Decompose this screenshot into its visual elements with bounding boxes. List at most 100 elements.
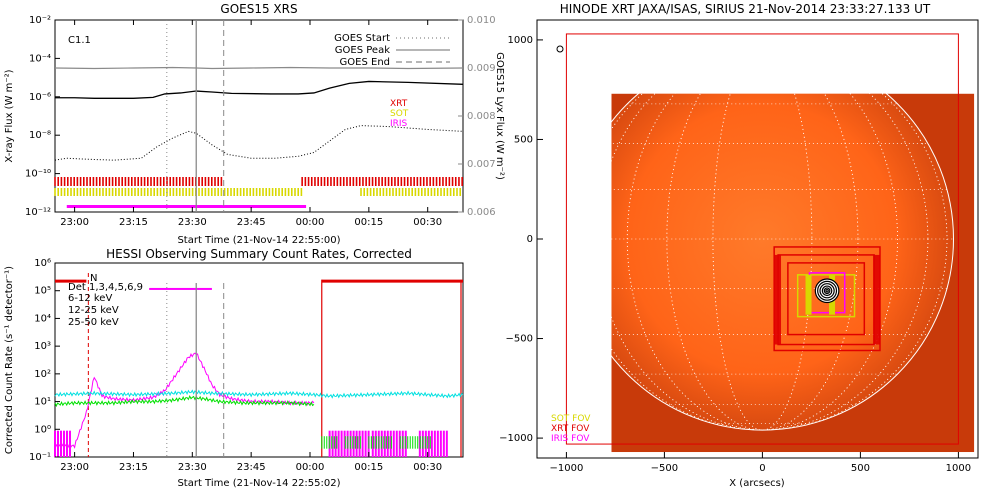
hessi-x-tick-label: 23:30 [178,462,207,473]
legend-label-sot: SOT [390,109,409,119]
goes-coverage-bars [54,177,463,208]
hessi-y-tick-label: 10⁻¹ [29,452,51,463]
goes-y2-tick-label: 0.009 [467,63,496,74]
goes-x-tick-label: 23:15 [119,217,148,228]
hessi-plot-frame [54,262,464,458]
fov-xrt-stack [873,254,880,345]
hessi-x-tick-label: 23:45 [237,462,266,473]
fov-xrt-stack [774,254,782,345]
xrt-fov-legend: SOT FOV XRT FOV IRIS FOV [551,414,591,444]
legend-label-goes-end: GOES End [340,57,390,68]
grid-longitude-line [596,47,929,431]
xrt-x-tick-label: −1000 [549,463,583,474]
legend-label-goes-start: GOES Start [334,33,390,44]
xrt-x-tick-label: 500 [851,463,870,474]
goes-x-tick-label: 00:30 [413,217,442,228]
legend-label-iris: IRIS [390,119,408,129]
flare-contour-ring [814,278,840,304]
goes-x-tick-label: 00:15 [354,217,383,228]
xrt-title: HINODE XRT JAXA/ISAS, SIRIUS 21-Nov-2014… [560,2,931,16]
sun-center-marker [556,45,564,53]
goes-y-tick-label: 10⁻² [29,15,51,26]
xrt-x-tick-label: −500 [651,463,678,474]
goes-event-markers [166,20,225,212]
grid-longitude-line [626,47,898,431]
fov-box-red [787,262,866,336]
goes-y2-ticks: 0.010 0.009 0.008 0.007 0.006 [458,15,496,218]
solar-limb [570,47,955,431]
goes-y2-tick-label: 0.006 [467,207,496,218]
xrt-y-ticks: 1000 500 0 −500 −1000 [499,35,543,444]
xrt-x-tick-label: 1000 [946,463,971,474]
flare-contour-ring [825,288,829,293]
goes-y2-tick-label: 0.008 [467,111,496,122]
xrt-y-tick-label: 0 [527,234,533,245]
flare-contour-ring [821,285,833,297]
goes-flare-class: C1.1 [68,35,91,46]
legend-label-xrt-fov: XRT FOV [551,424,590,434]
hessi-y-tick-label: 10⁴ [34,313,51,324]
hessi-x-tick-label: 00:00 [296,462,325,473]
hessi-saa-block [55,279,87,283]
goes-x-tick-label: 00:00 [296,217,325,228]
xrt-panel: HINODE XRT JAXA/ISAS, SIRIUS 21-Nov-2014… [499,2,979,489]
goes-y2label: GOES15 Lyx Flux (W m⁻²) [494,52,505,180]
goes-legend: GOES Start GOES Peak GOES End [334,33,450,68]
legend-label-sot-fov: SOT FOV [551,414,591,424]
hessi-night-flag: N [90,273,97,284]
goes-y2-tick-label: 0.010 [467,15,496,26]
xrt-y-tick-label: −1000 [499,433,533,444]
hessi-y-tick-label: 10⁶ [34,258,51,269]
goes-0.5-4A-line [54,125,464,161]
grid-longitude-line [712,47,813,431]
legend-label-25-50kev: 25-50 keV [68,317,119,328]
xrt-y-tick-label: 1000 [508,35,533,46]
flare-contour-ring [817,280,838,301]
goes-xlabel: Start Time (21-Nov-14 22:55:00) [177,235,340,246]
hessi-legend: Det 1,3,4,5,6,9 6-12 keV 12-25 keV 25-50… [68,282,143,328]
goes-x-tick-label: 23:45 [237,217,266,228]
goes-panel: GOES15 XRS 23:00 23:15 23:30 23:45 00:00 00:1… [4,2,505,246]
flare-contour-ring [819,283,835,299]
goes-y-tick-label: 10⁻¹⁰ [25,169,51,180]
goes-y-ticks: 10⁻² 10⁻⁴ 10⁻⁶ 10⁻⁸ 10⁻¹⁰ 10⁻¹² [25,15,60,218]
hessi-x-tick-label: 00:30 [413,462,442,473]
xrt-y-tick-label: 500 [514,134,533,145]
legend-label-6-12kev: 6-12 keV [68,293,112,304]
hessi-panel: HESSI Observing Summary Count Rates, Cor… [4,247,464,489]
goes-y-tick-label: 10⁻⁴ [29,53,51,64]
hessi-y-ticks: 10⁶ 10⁵ 10⁴ 10³ 10² 10¹ 10⁰ 10⁻¹ [29,258,60,463]
hessi-flag-bar [149,287,212,290]
xrt-y-tick-label: −500 [506,334,533,345]
hessi-event-markers [166,283,225,457]
legend-label-12-25kev: 12-25 keV [68,305,119,316]
hessi-xlabel: Start Time (21-Nov-14 22:55:02) [177,478,340,489]
coverage-bar-iris [66,205,307,208]
hessi-saa-blocks [54,273,463,457]
heliographic-grid [571,47,954,431]
legend-label-iris-fov: IRIS FOV [551,434,590,444]
flare-contour-ring [823,287,831,295]
hessi-y-tick-label: 10⁵ [34,286,51,297]
hessi-x-tick-label: 23:00 [60,462,89,473]
instrument-legend: XRT SOT IRIS [390,99,409,129]
hessi-detectors-label: Det 1,3,4,5,6,9 [68,282,143,293]
xrt-x-ticks: −1000 −500 0 500 1000 [549,452,971,474]
goes-x-tick-label: 23:30 [178,217,207,228]
hessi-saa-block [321,279,463,283]
fov-box-yellow [796,274,856,318]
goes-series [54,66,464,161]
xrt-xlabel: X (arcsecs) [729,478,785,489]
grid-longitude-line [577,47,948,431]
goes-y-tick-label: 10⁻⁸ [29,130,51,141]
hessi-y-tick-label: 10¹ [34,397,51,408]
legend-label-goes-peak: GOES Peak [335,45,390,56]
xrt-full-fov-box [565,33,959,445]
hessi-y-tick-label: 10² [34,369,51,380]
goes-y2-tick-label: 0.007 [467,159,496,170]
hessi-series-25-50-kev [54,389,464,399]
hessi-x-tick-label: 00:15 [354,462,383,473]
hessi-series-12-25-kev [54,394,315,408]
hessi-y-tick-label: 10⁰ [34,424,51,435]
